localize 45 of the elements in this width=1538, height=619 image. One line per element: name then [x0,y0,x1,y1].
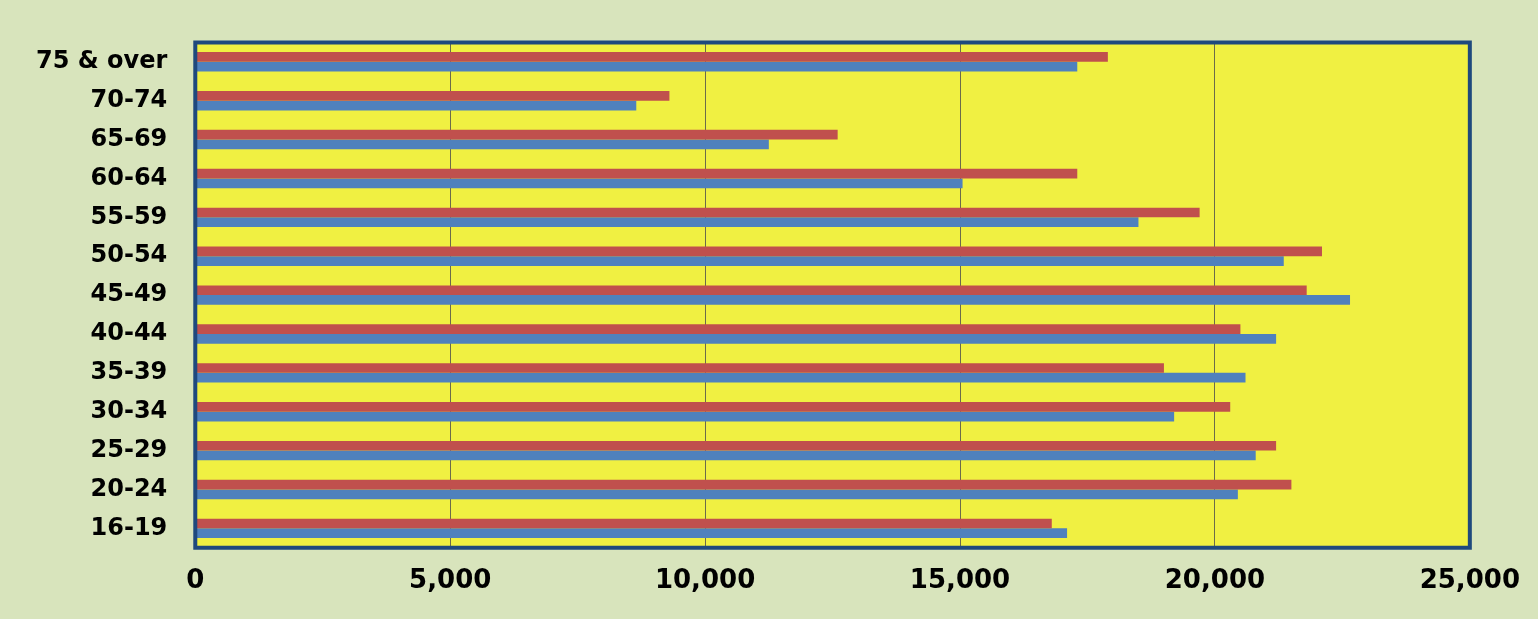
bar [195,217,1139,228]
bar [195,489,1238,500]
x-tick-label: 15,000 [909,564,1011,595]
y-tick-label: 20-24 [90,473,168,502]
y-tick-label: 55-59 [90,201,168,230]
bar [195,372,1246,383]
bar [195,52,1108,62]
x-tick-label: 20,000 [1164,564,1266,595]
bar [195,363,1164,373]
bar [195,91,670,101]
y-tick-label: 50-54 [90,240,168,269]
bar [195,333,1277,344]
bar [195,402,1231,412]
x-tick-label: 5,000 [409,564,492,595]
bar [195,139,769,150]
bar [195,129,838,140]
y-tick-label: 35-39 [90,357,168,386]
y-tick-label: 40-44 [90,318,168,347]
y-tick-label: 25-29 [90,434,168,463]
y-tick-label: 45-49 [90,279,168,308]
x-tick-label: 10,000 [654,564,756,595]
bar [195,450,1256,461]
y-tick-label: 70-74 [90,84,168,113]
y-tick-label: 16-19 [90,512,168,541]
bar [195,285,1307,296]
bar [195,440,1277,451]
bar [195,61,1078,72]
x-tick-label: 25,000 [1419,564,1521,595]
bar [195,295,1351,305]
bar [195,168,1078,179]
bar [195,100,637,111]
x-tick-label: 0 [186,564,205,595]
y-tick-label: 60-64 [90,162,168,191]
bar [195,246,1322,257]
bar [195,528,1068,539]
bar [195,411,1175,422]
bar [195,479,1292,490]
y-tick-label: 75 & over [35,46,168,75]
y-tick-label: 30-34 [90,395,168,424]
bar [195,256,1284,266]
bar [195,518,1052,529]
bar [195,178,963,189]
y-tick-label: 65-69 [90,123,168,152]
bar [195,207,1200,218]
bar [195,324,1241,334]
